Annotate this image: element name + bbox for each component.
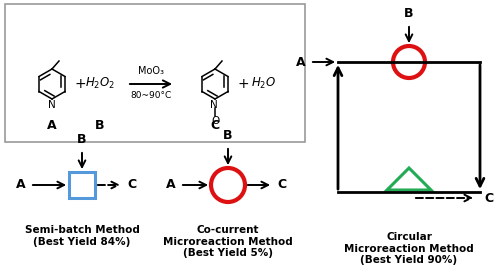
- Polygon shape: [387, 168, 431, 190]
- Circle shape: [211, 168, 245, 202]
- Text: 80~90°C: 80~90°C: [130, 91, 172, 100]
- Text: A: A: [16, 179, 26, 192]
- Text: B: B: [223, 129, 233, 142]
- Text: N: N: [210, 100, 218, 110]
- Text: A: A: [47, 119, 57, 132]
- Bar: [69, 172, 95, 198]
- Text: A: A: [297, 55, 306, 69]
- Text: +: +: [74, 77, 86, 91]
- Text: +: +: [237, 77, 249, 91]
- Text: $H_2O_2$: $H_2O_2$: [85, 75, 115, 90]
- Text: C: C: [484, 192, 493, 204]
- Text: B: B: [77, 133, 87, 146]
- Text: B: B: [404, 7, 414, 20]
- Text: C: C: [277, 179, 286, 192]
- Text: O: O: [211, 116, 219, 126]
- Text: Co-current
Microreaction Method
(Best Yield 5%): Co-current Microreaction Method (Best Yi…: [163, 225, 293, 258]
- Text: C: C: [210, 119, 220, 132]
- Text: N: N: [48, 100, 56, 110]
- Bar: [5, 4, 305, 142]
- Text: Semi-batch Method
(Best Yield 84%): Semi-batch Method (Best Yield 84%): [25, 225, 139, 247]
- Text: C: C: [127, 179, 136, 192]
- Circle shape: [393, 46, 425, 78]
- Text: MoO₃: MoO₃: [138, 66, 164, 76]
- Text: Circular
Microreaction Method
(Best Yield 90%): Circular Microreaction Method (Best Yiel…: [344, 232, 474, 265]
- Text: B: B: [95, 119, 105, 132]
- Text: $H_2O$: $H_2O$: [251, 75, 277, 90]
- Text: A: A: [166, 179, 176, 192]
